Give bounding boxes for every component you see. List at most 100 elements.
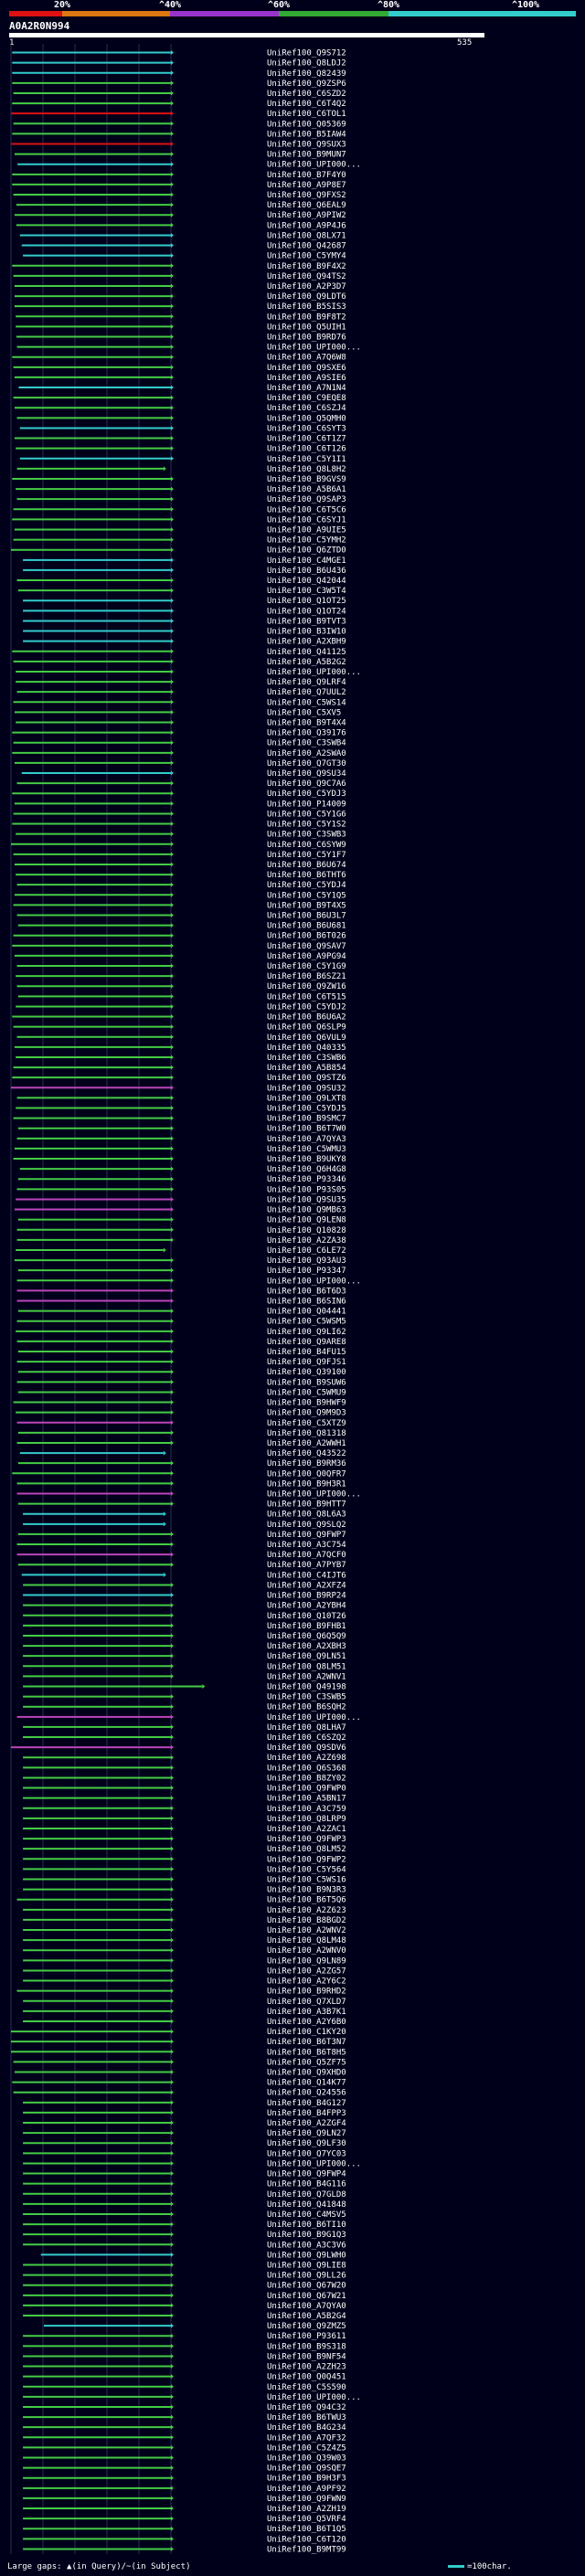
hit-label[interactable]: UniRef100_A2XFZ4 — [267, 1581, 346, 1590]
hit-label[interactable]: UniRef100_B9F4X2 — [267, 262, 346, 271]
hit-label[interactable]: UniRef100_Q8L8H2 — [267, 465, 346, 474]
hit-label[interactable]: UniRef100_A2WNV1 — [267, 1672, 346, 1681]
hit-label[interactable]: UniRef100_Q7UUL2 — [267, 688, 346, 697]
hit-label[interactable]: UniRef100_Q9LF30 — [267, 2139, 346, 2148]
hit-label[interactable]: UniRef100_Q14K77 — [267, 2079, 346, 2088]
hit-label[interactable]: UniRef100_A5B854 — [267, 1064, 346, 1073]
hit-label[interactable]: UniRef100_A7QYA0 — [267, 2302, 346, 2311]
hit-label[interactable]: UniRef100_C9EQE8 — [267, 394, 346, 403]
hit-label[interactable]: UniRef100_B6SQH2 — [267, 1703, 346, 1712]
hit-label[interactable]: UniRef100_Q7YC03 — [267, 2149, 346, 2158]
hit-label[interactable]: UniRef100_Q8LM48 — [267, 1936, 346, 1945]
hit-label[interactable]: UniRef100_C6T126 — [267, 445, 346, 454]
hit-label[interactable]: UniRef100_C5WMU9 — [267, 1388, 346, 1397]
hit-label[interactable]: UniRef100_C6SYJ1 — [267, 515, 346, 525]
hit-label[interactable]: UniRef100_Q9LN51 — [267, 1652, 346, 1661]
hit-label[interactable]: UniRef100_Q24556 — [267, 2089, 346, 2098]
hit-label[interactable]: UniRef100_A2XBH3 — [267, 1642, 346, 1651]
hit-label[interactable]: UniRef100_Q9ZMZ5 — [267, 2322, 346, 2331]
hit-label[interactable]: UniRef100_B9GVS9 — [267, 475, 346, 484]
hit-label[interactable]: UniRef100_B6T1Q5 — [267, 2525, 346, 2534]
hit-label[interactable]: UniRef100_Q10828 — [267, 1226, 346, 1235]
hit-label[interactable]: UniRef100_Q1OT25 — [267, 597, 346, 606]
hit-label[interactable]: UniRef100_B6U436 — [267, 567, 346, 576]
hit-label[interactable]: UniRef100_A2XBH9 — [267, 638, 346, 647]
hit-label[interactable]: UniRef100_C5Y1G9 — [267, 962, 346, 971]
hit-label[interactable]: UniRef100_Q9SAP3 — [267, 495, 346, 504]
hit-label[interactable]: UniRef100_Q49198 — [267, 1683, 346, 1692]
hit-label[interactable]: UniRef100_A5BN17 — [267, 1795, 346, 1804]
hit-label[interactable]: UniRef100_C5YMH2 — [267, 536, 346, 546]
hit-label[interactable]: UniRef100_C6TOL1 — [267, 110, 346, 119]
hit-label[interactable]: UniRef100_Q10T26 — [267, 1612, 346, 1621]
hit-label[interactable]: UniRef100_Q93AU3 — [267, 1256, 346, 1266]
hit-label[interactable]: UniRef100_Q40335 — [267, 1044, 346, 1053]
hit-label[interactable]: UniRef100_Q9SU34 — [267, 769, 346, 779]
hit-label[interactable]: UniRef100_Q9LXT8 — [267, 1094, 346, 1103]
hit-label[interactable]: UniRef100_Q9LL26 — [267, 2272, 346, 2281]
hit-label[interactable]: UniRef100_UPI000... — [267, 2159, 361, 2168]
hit-label[interactable]: UniRef100_C5YDJ2 — [267, 1002, 346, 1012]
hit-label[interactable]: UniRef100_Q0Q451 — [267, 2373, 346, 2382]
hit-label[interactable]: UniRef100_Q9SU32 — [267, 1084, 346, 1093]
hit-label[interactable]: UniRef100_Q9LDT6 — [267, 292, 346, 302]
hit-label[interactable]: UniRef100_A2Y6B0 — [267, 2018, 346, 2027]
hit-label[interactable]: UniRef100_A9SIE6 — [267, 374, 346, 383]
hit-label[interactable]: UniRef100_C6SZJ4 — [267, 404, 346, 413]
hit-label[interactable]: UniRef100_B4FPP3 — [267, 2109, 346, 2118]
hit-label[interactable]: UniRef100_A9UIE5 — [267, 526, 346, 535]
hit-label[interactable]: UniRef100_Q6H4G8 — [267, 1165, 346, 1174]
hit-label[interactable]: UniRef100_Q04441 — [267, 1308, 346, 1317]
hit-label[interactable]: UniRef100_B9F8T2 — [267, 313, 346, 322]
hit-label[interactable]: UniRef100_Q9FWN9 — [267, 2495, 346, 2504]
hit-label[interactable]: UniRef100_A9PG94 — [267, 952, 346, 961]
hit-label[interactable]: UniRef100_C5Y1I1 — [267, 455, 346, 464]
hit-label[interactable]: UniRef100_A2SWA0 — [267, 749, 346, 758]
hit-label[interactable]: UniRef100_A7QYA3 — [267, 1135, 346, 1144]
hit-label[interactable]: UniRef100_C5Y564 — [267, 1865, 346, 1874]
hit-label[interactable]: UniRef100_A2Y6C2 — [267, 1977, 346, 1987]
hit-label[interactable]: UniRef100_Q8L6A3 — [267, 1511, 346, 1520]
hit-label[interactable]: UniRef100_B9T4X5 — [267, 901, 346, 910]
hit-label[interactable]: UniRef100_UPI000... — [267, 1713, 361, 1723]
hit-label[interactable]: UniRef100_A3C759 — [267, 1805, 346, 1814]
hit-label[interactable]: UniRef100_C6SYT3 — [267, 424, 346, 433]
hit-label[interactable]: UniRef100_C6T120 — [267, 2535, 346, 2544]
hit-label[interactable]: UniRef100_B9HWF9 — [267, 1399, 346, 1408]
hit-label[interactable]: UniRef100_A9P4J6 — [267, 221, 346, 230]
hit-label[interactable]: UniRef100_B6U681 — [267, 922, 346, 931]
hit-label[interactable]: UniRef100_P93346 — [267, 1175, 346, 1184]
hit-label[interactable]: UniRef100_Q5UIH1 — [267, 323, 346, 332]
hit-label[interactable]: UniRef100_C3SWB3 — [267, 831, 346, 840]
hit-label[interactable]: UniRef100_Q67W20 — [267, 2282, 346, 2291]
hit-label[interactable]: UniRef100_C5Y1S2 — [267, 821, 346, 830]
hit-label[interactable]: UniRef100_Q9SU35 — [267, 1195, 346, 1204]
hit-label[interactable]: UniRef100_Q6ZTD0 — [267, 546, 346, 556]
hit-label[interactable]: UniRef100_Q9SAV7 — [267, 942, 346, 951]
hit-label[interactable]: UniRef100_Q05369 — [267, 120, 346, 129]
hit-label[interactable]: UniRef100_A2ZGF4 — [267, 2119, 346, 2128]
hit-label[interactable]: UniRef100_B9UKY8 — [267, 1155, 346, 1164]
hit-label[interactable]: UniRef100_C4IJT6 — [267, 1571, 346, 1580]
hit-label[interactable]: UniRef100_B4G116 — [267, 2180, 346, 2189]
hit-label[interactable]: UniRef100_P93611 — [267, 2332, 346, 2341]
hit-label[interactable]: UniRef100_B9SUW6 — [267, 1378, 346, 1387]
hit-label[interactable]: UniRef100_B4G127 — [267, 2099, 346, 2108]
hit-label[interactable]: UniRef100_A2WNV2 — [267, 1926, 346, 1935]
hit-label[interactable]: UniRef100_A5B2G2 — [267, 658, 346, 667]
hit-label[interactable]: UniRef100_C5Y1G6 — [267, 810, 346, 819]
hit-label[interactable]: UniRef100_C6SZQ2 — [267, 1733, 346, 1743]
hit-label[interactable]: UniRef100_A2ZH19 — [267, 2505, 346, 2514]
hit-label[interactable]: UniRef100_A2P3D7 — [267, 282, 346, 292]
hit-label[interactable]: UniRef100_Q9LIE8 — [267, 2262, 346, 2271]
hit-label[interactable]: UniRef100_UPI000... — [267, 1490, 361, 1500]
hit-label[interactable]: UniRef100_B4FU15 — [267, 1348, 346, 1357]
hit-label[interactable]: UniRef100_Q94C32 — [267, 2403, 346, 2412]
hit-label[interactable]: UniRef100_B8BGD2 — [267, 1916, 346, 1925]
hit-label[interactable]: UniRef100_B5IAW4 — [267, 130, 346, 139]
hit-label[interactable]: UniRef100_A5B2G4 — [267, 2312, 346, 2321]
hit-label[interactable]: UniRef100_C4MGE1 — [267, 557, 346, 566]
hit-label[interactable]: UniRef100_A7QCF0 — [267, 1551, 346, 1560]
hit-label[interactable]: UniRef100_B3IW10 — [267, 628, 346, 637]
hit-label[interactable]: UniRef100_C3SWB4 — [267, 739, 346, 748]
